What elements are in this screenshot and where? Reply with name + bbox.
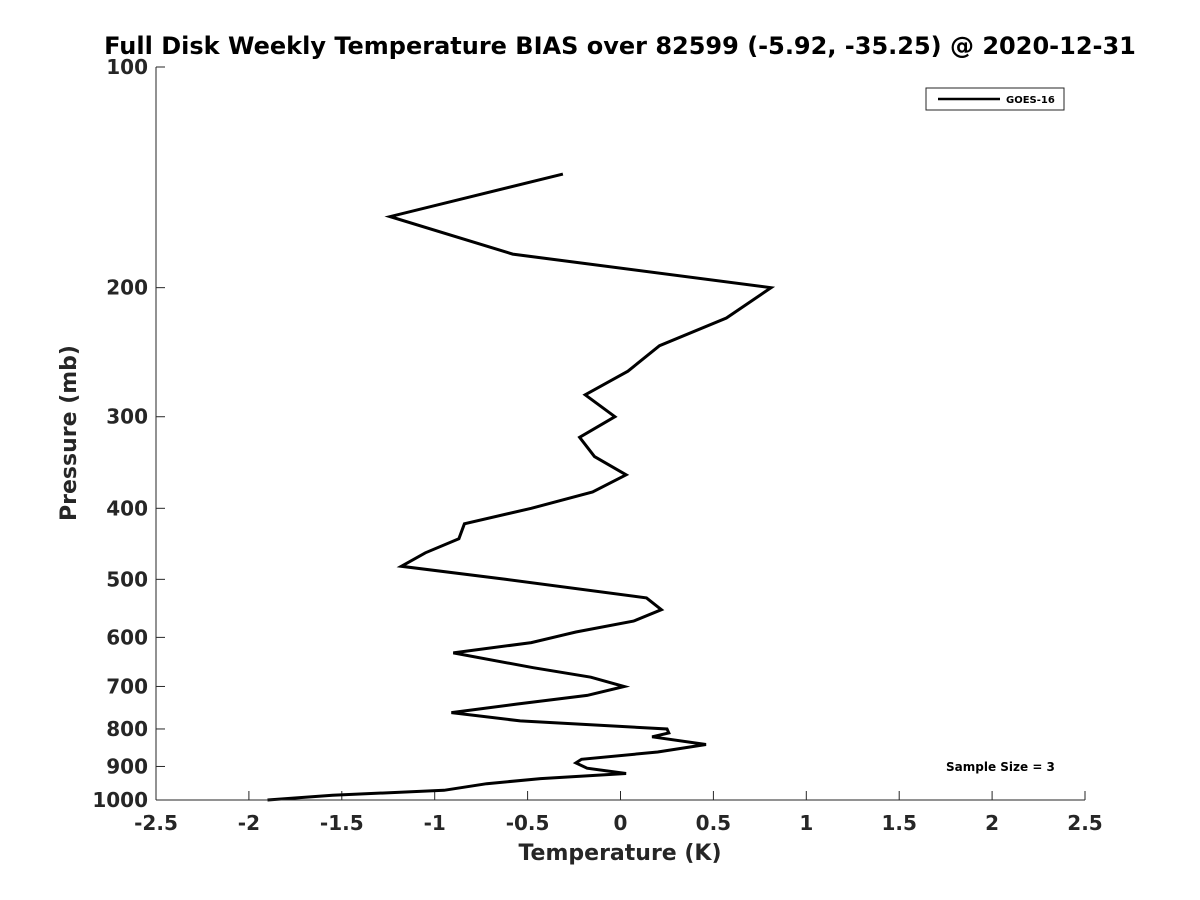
y-tick-label: 900 — [106, 754, 148, 778]
series-line-goes-16 — [267, 172, 776, 802]
plot-area — [156, 67, 1085, 800]
y-tick-label: 500 — [106, 567, 148, 591]
y-tick-label: 800 — [106, 717, 148, 741]
legend-entry-goes-16: GOES-16 — [1006, 95, 1055, 106]
x-tick-label: 1 — [799, 811, 813, 835]
series-layer — [267, 172, 776, 802]
x-tick-label: 2 — [985, 811, 999, 835]
x-axis-label: Temperature (K) — [518, 841, 721, 866]
x-axis-ticks: -2.5 -2 -1.5 -1 -0.5 0 0.5 1 1.5 2 2.5 — [134, 791, 1103, 835]
y-tick-label: 1000 — [92, 788, 148, 812]
legend: GOES-16 — [925, 87, 1065, 111]
x-tick-label: -1 — [424, 811, 446, 835]
y-tick-label: 100 — [106, 55, 148, 79]
x-tick-label: 2.5 — [1067, 811, 1102, 835]
x-tick-label: 0.5 — [696, 811, 731, 835]
y-axis-label: Pressure (mb) — [57, 345, 82, 521]
x-tick-label: -1.5 — [320, 811, 364, 835]
y-tick-label: 700 — [106, 674, 148, 698]
sample-size-annotation: Sample Size = 3 — [946, 760, 1055, 774]
x-tick-label: -0.5 — [506, 811, 550, 835]
x-tick-label: 1.5 — [881, 811, 916, 835]
y-tick-label: 400 — [106, 496, 148, 520]
x-tick-label: -2 — [238, 811, 260, 835]
y-axis-ticks: 100 200 300 400 500 600 700 800 900 1000 — [92, 55, 165, 812]
y-tick-label: 200 — [106, 276, 148, 300]
x-tick-label: 0 — [614, 811, 628, 835]
y-tick-label: 300 — [106, 405, 148, 429]
y-tick-label: 600 — [106, 625, 148, 649]
x-tick-label: -2.5 — [134, 811, 178, 835]
chart-title: Full Disk Weekly Temperature BIAS over 8… — [104, 32, 1136, 60]
